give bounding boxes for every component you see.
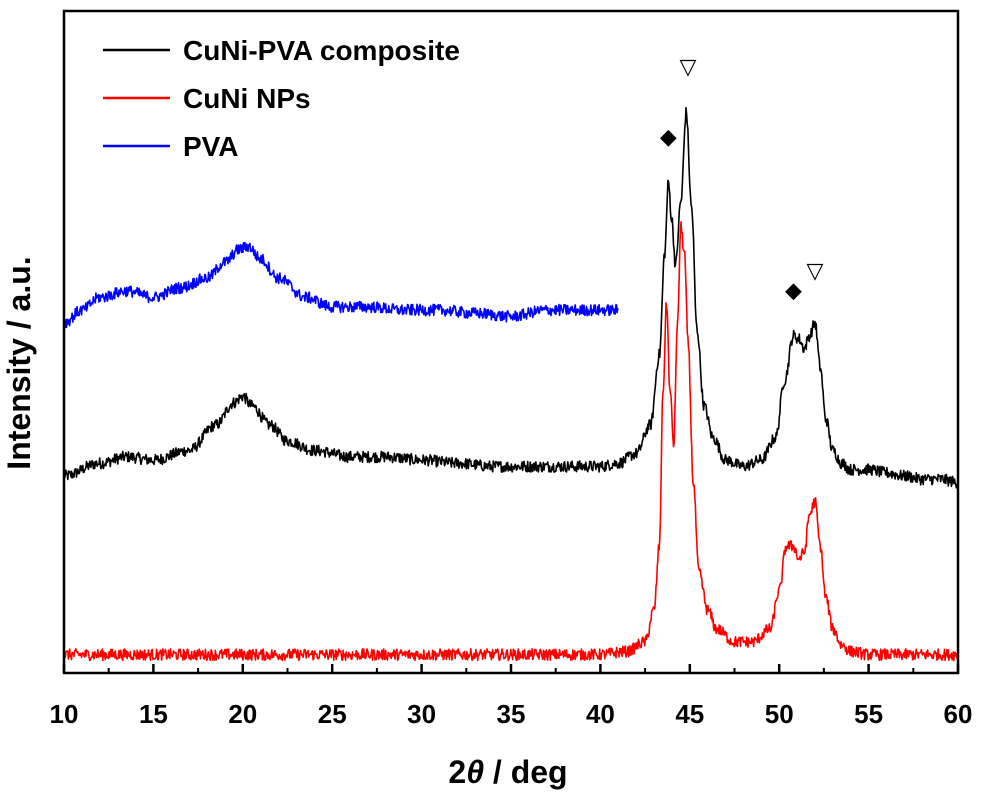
annotations: ◆▽◆▽ xyxy=(660,55,824,303)
x-axis-title: 2θ / deg xyxy=(448,754,567,790)
legend-label-composite: CuNi-PVA composite xyxy=(183,35,460,66)
series-line-composite xyxy=(63,106,959,489)
x-tick-label-60: 60 xyxy=(944,699,973,729)
x-axis-title-symbol: θ xyxy=(466,754,484,790)
x-tick-label-10: 10 xyxy=(50,699,79,729)
x-tick-label-45: 45 xyxy=(675,699,704,729)
x-axis-ticks xyxy=(62,664,960,673)
series-line-pva xyxy=(63,241,619,329)
x-tick-label-15: 15 xyxy=(139,699,168,729)
diamond-marker: ◆ xyxy=(785,278,802,303)
y-axis-title: Intensity / a.u. xyxy=(1,256,37,469)
x-axis-tick-labels: 10 15 20 25 30 35 40 45 50 55 60 xyxy=(50,699,973,729)
traces xyxy=(63,106,959,662)
x-tick-label-50: 50 xyxy=(765,699,794,729)
x-tick-label-40: 40 xyxy=(586,699,615,729)
triangle-marker: ▽ xyxy=(680,55,697,80)
x-tick-label-30: 30 xyxy=(407,699,436,729)
legend: CuNi-PVA composite CuNi NPs PVA xyxy=(103,35,460,162)
x-axis-title-suffix: / deg xyxy=(484,754,568,790)
x-axis-title-prefix: 2 xyxy=(448,754,466,790)
x-tick-label-35: 35 xyxy=(497,699,526,729)
x-tick-label-20: 20 xyxy=(228,699,257,729)
x-tick-label-55: 55 xyxy=(854,699,883,729)
legend-label-cuni-nps: CuNi NPs xyxy=(183,83,311,114)
legend-label-pva: PVA xyxy=(183,131,239,162)
x-tick-label-25: 25 xyxy=(318,699,347,729)
triangle-marker: ▽ xyxy=(806,259,823,284)
series-line-cuni-nps xyxy=(63,221,959,662)
diamond-marker: ◆ xyxy=(660,125,677,150)
